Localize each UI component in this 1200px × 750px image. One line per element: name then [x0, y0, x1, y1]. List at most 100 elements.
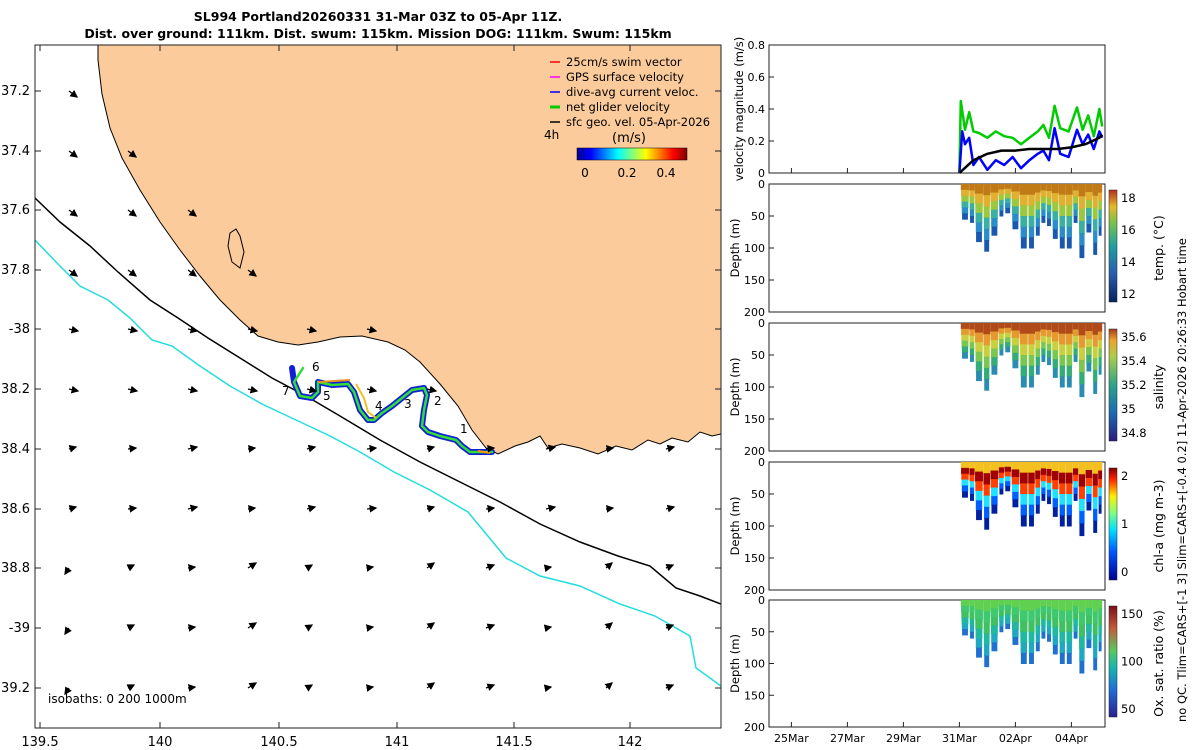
profile-cell	[1072, 600, 1079, 607]
profile-cell	[969, 481, 975, 489]
profile-cell	[1047, 496, 1051, 505]
profile-cell	[1051, 184, 1059, 194]
legend-item-label: dive-avg current veloc.	[566, 85, 699, 99]
profile-cell	[983, 484, 990, 497]
legend-interval: 4h	[544, 128, 559, 142]
profile-cell	[1019, 323, 1028, 335]
profile-cell	[969, 190, 975, 198]
profile-cell	[1040, 190, 1047, 198]
profile-cell	[969, 600, 975, 607]
current-vector	[365, 684, 375, 692]
profile-cell	[975, 361, 983, 372]
profile-cell	[1086, 623, 1092, 633]
lon-tick-label: 141.5	[495, 735, 532, 750]
profile-cell	[1028, 462, 1035, 474]
profile-cell	[1098, 209, 1102, 219]
profile-cell	[1012, 629, 1019, 638]
profile-cell	[976, 510, 982, 521]
profile-cell	[974, 323, 984, 334]
profile-cell	[1035, 331, 1041, 341]
current-vector	[127, 268, 138, 277]
colorbar-title: temp. (°C)	[1151, 215, 1166, 280]
colorbar-title: salinity	[1151, 364, 1166, 409]
depth-tick: 50	[751, 210, 765, 223]
profile-cell	[1052, 193, 1059, 203]
profile-cell	[1098, 608, 1103, 618]
depth-tick: 100	[744, 520, 765, 533]
current-vector	[365, 624, 375, 632]
profile-cell	[1085, 607, 1093, 617]
profile-cell	[983, 356, 990, 369]
profile-cell	[1078, 208, 1085, 222]
colorbar-title: Ox. sat. ratio (%)	[1151, 610, 1166, 717]
current-vector	[127, 149, 138, 158]
time-tick-label: 31Mar	[942, 732, 977, 745]
profile-cell	[1098, 470, 1103, 480]
profile-cell	[1046, 329, 1052, 338]
profile-cell	[969, 196, 975, 204]
profile-cell	[998, 472, 1004, 479]
profile-cell	[1086, 363, 1092, 372]
profile-cell	[1092, 611, 1098, 624]
profile-cell	[975, 332, 983, 343]
profile-cell	[1065, 600, 1073, 612]
profile-cell	[999, 205, 1004, 212]
profile-cell	[975, 342, 983, 353]
profile-cell	[1066, 355, 1073, 367]
profile-cell	[1078, 462, 1086, 475]
profile-cell	[1073, 216, 1078, 223]
profile-cell	[1020, 494, 1028, 506]
profile-cell	[998, 328, 1005, 335]
profile-cell	[1035, 209, 1041, 219]
lat-tick-label: 37.2	[1, 84, 30, 99]
profile-cell	[969, 487, 975, 495]
profile-cell	[1092, 184, 1098, 197]
profile-cell	[1092, 634, 1098, 648]
profile-cell	[1046, 600, 1052, 608]
profile-cell	[1019, 600, 1028, 612]
profile-cell	[1079, 384, 1085, 398]
profile-cell	[1086, 631, 1092, 641]
profile-cell	[961, 201, 969, 208]
profile-cell	[975, 481, 983, 492]
profile-cell	[1052, 350, 1059, 360]
profile-cell	[1052, 471, 1059, 481]
profile-cell	[984, 506, 990, 519]
profile-cell	[1093, 520, 1098, 533]
profile-cell	[1073, 494, 1078, 501]
profile-cell	[1059, 226, 1065, 238]
current-vector	[247, 682, 258, 690]
profile-cell	[1059, 205, 1066, 217]
profile-cell	[1098, 496, 1102, 506]
profile-colorbar	[1108, 328, 1118, 442]
profile-cell	[961, 473, 969, 481]
profile-cell	[1072, 190, 1079, 198]
profile-cell	[1019, 184, 1028, 196]
profile-cell	[1004, 604, 1011, 611]
map-axis-ticks: 139.5 140 140.5 141 141.5 14237.237.437.637.8…	[1, 45, 721, 750]
profile-cell	[969, 606, 975, 614]
colorbar-tick: 2	[1121, 469, 1128, 483]
profile-cell	[1004, 600, 1012, 606]
profile-cell	[1066, 642, 1072, 654]
title-line-1: SL994 Portland20260331 31-Mar 03Z to 05-…	[194, 9, 562, 24]
profile-cell	[1098, 625, 1102, 635]
profile-cell	[1004, 198, 1011, 204]
profile-cell	[1059, 333, 1066, 345]
profile-cell	[1040, 606, 1047, 614]
profile-cell	[1078, 196, 1086, 210]
profile-cell	[1059, 355, 1066, 367]
profile-cell	[1020, 344, 1028, 356]
waypoint-2: 2	[434, 394, 442, 408]
profile-cell	[1041, 631, 1046, 639]
profile-cell	[962, 352, 968, 359]
depth-tick: 200	[744, 584, 765, 597]
time-tick-label: 02Apr	[999, 732, 1033, 745]
colorbar-tick-2: 0.4	[656, 166, 675, 180]
profile-cell	[1046, 468, 1052, 477]
profile-cell	[976, 647, 982, 658]
lat-tick-label: 37.8	[1, 263, 30, 278]
